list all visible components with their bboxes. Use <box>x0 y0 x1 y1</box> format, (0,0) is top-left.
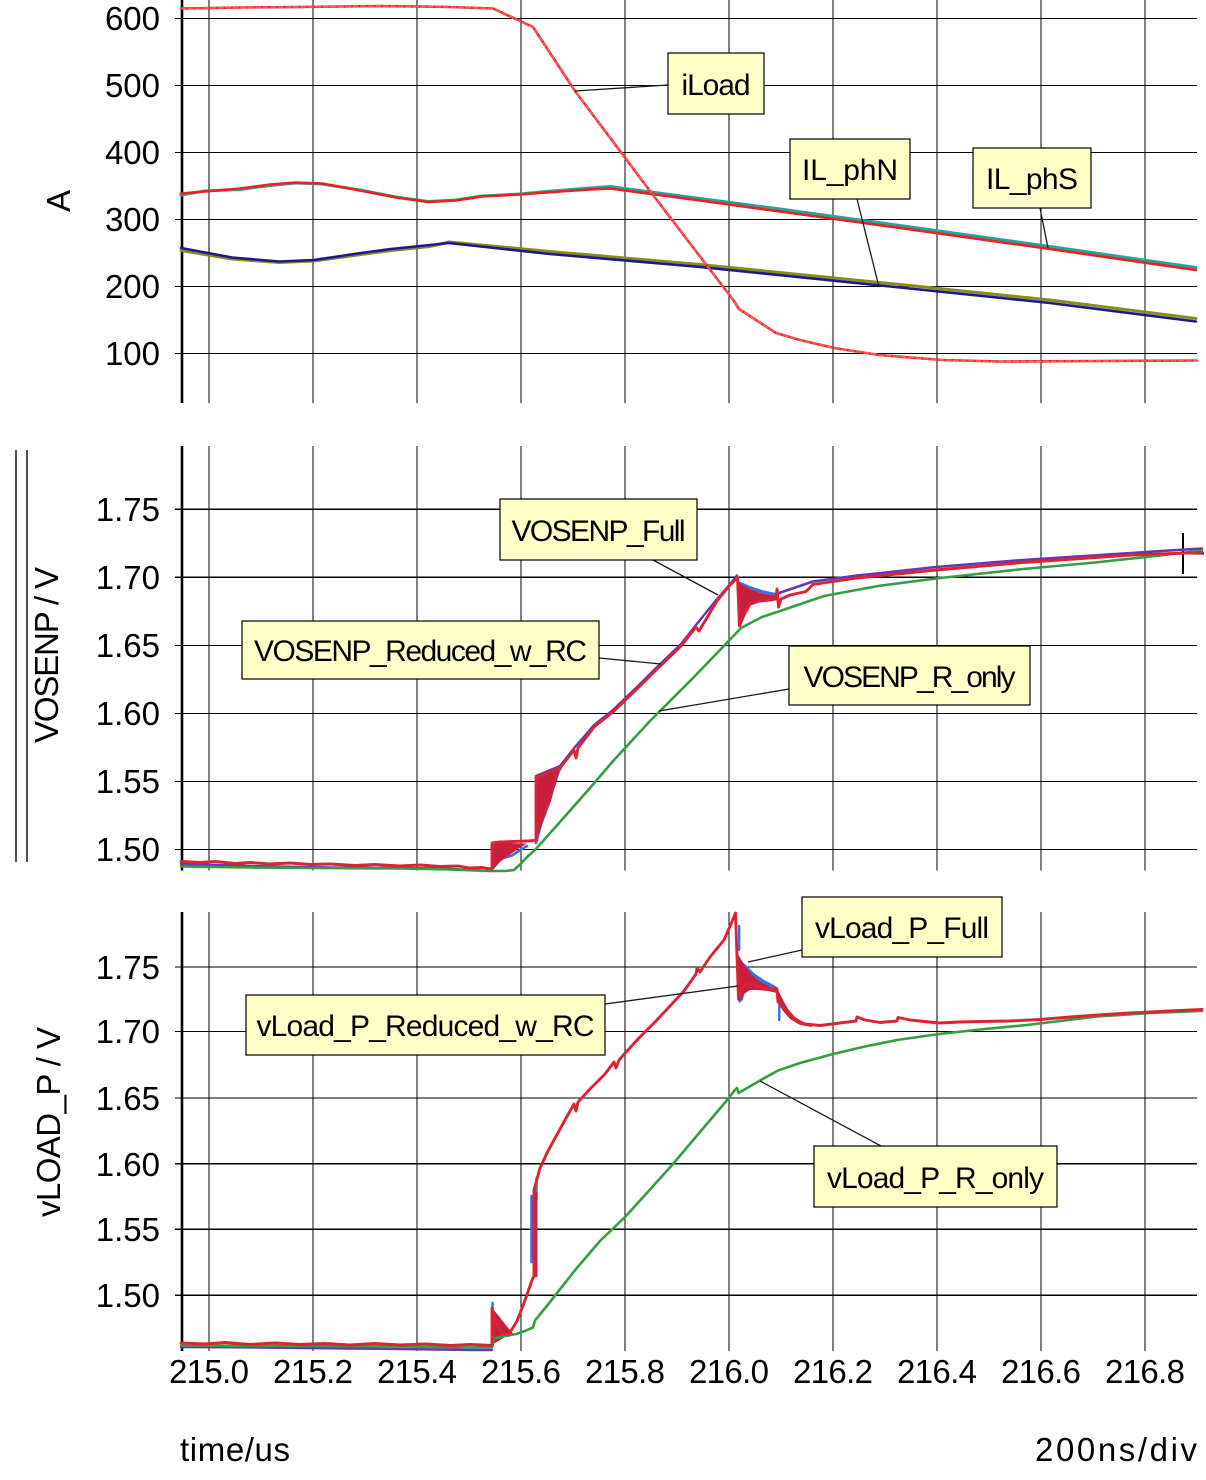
svg-text:VOSENP_R_only: VOSENP_R_only <box>804 661 1016 694</box>
svg-text:200: 200 <box>105 268 160 305</box>
svg-text:216.4: 216.4 <box>897 1353 977 1390</box>
svg-text:216.8: 216.8 <box>1105 1353 1185 1390</box>
svg-text:1.50: 1.50 <box>96 831 160 868</box>
svg-text:1.70: 1.70 <box>96 559 160 596</box>
svg-text:1.65: 1.65 <box>96 627 160 664</box>
svg-text:1.75: 1.75 <box>96 949 160 986</box>
svg-text:500: 500 <box>105 67 160 104</box>
svg-text:VOSENP_Full: VOSENP_Full <box>512 515 686 548</box>
svg-text:time/us: time/us <box>180 1431 290 1468</box>
svg-text:1.75: 1.75 <box>96 491 160 528</box>
svg-text:iLoad: iLoad <box>682 69 751 102</box>
svg-text:1.70: 1.70 <box>96 1013 160 1050</box>
svg-text:VOSENP_Reduced_w_RC: VOSENP_Reduced_w_RC <box>254 635 587 668</box>
svg-text:215.8: 215.8 <box>585 1353 665 1390</box>
svg-text:215.6: 215.6 <box>481 1353 561 1390</box>
svg-text:600: 600 <box>105 0 160 37</box>
svg-text:1.55: 1.55 <box>96 1211 160 1248</box>
svg-text:1.50: 1.50 <box>96 1277 160 1314</box>
svg-text:vLOAD_P / V: vLOAD_P / V <box>30 1027 67 1217</box>
svg-text:IL_phN: IL_phN <box>802 154 898 187</box>
svg-text:1.65: 1.65 <box>96 1080 160 1117</box>
svg-text:1.60: 1.60 <box>96 1146 160 1183</box>
svg-text:VOSENP / V: VOSENP / V <box>28 567 65 743</box>
svg-text:216.0: 216.0 <box>689 1353 769 1390</box>
svg-text:215.2: 215.2 <box>273 1353 353 1390</box>
svg-text:1.60: 1.60 <box>96 695 160 732</box>
svg-text:1.55: 1.55 <box>96 763 160 800</box>
svg-text:A: A <box>40 190 77 212</box>
svg-text:300: 300 <box>105 201 160 238</box>
svg-text:216.2: 216.2 <box>793 1353 873 1390</box>
svg-text:vLoad_P_R_only: vLoad_P_R_only <box>827 1162 1044 1195</box>
svg-text:215.4: 215.4 <box>377 1353 457 1390</box>
svg-text:216.6: 216.6 <box>1001 1353 1081 1390</box>
svg-text:100: 100 <box>105 335 160 372</box>
svg-text:vLoad_P_Reduced_w_RC: vLoad_P_Reduced_w_RC <box>257 1010 595 1043</box>
svg-text:vLoad_P_Full: vLoad_P_Full <box>815 912 989 945</box>
svg-text:215.0: 215.0 <box>169 1353 249 1390</box>
svg-text:400: 400 <box>105 134 160 171</box>
svg-text:IL_phS: IL_phS <box>986 163 1078 196</box>
